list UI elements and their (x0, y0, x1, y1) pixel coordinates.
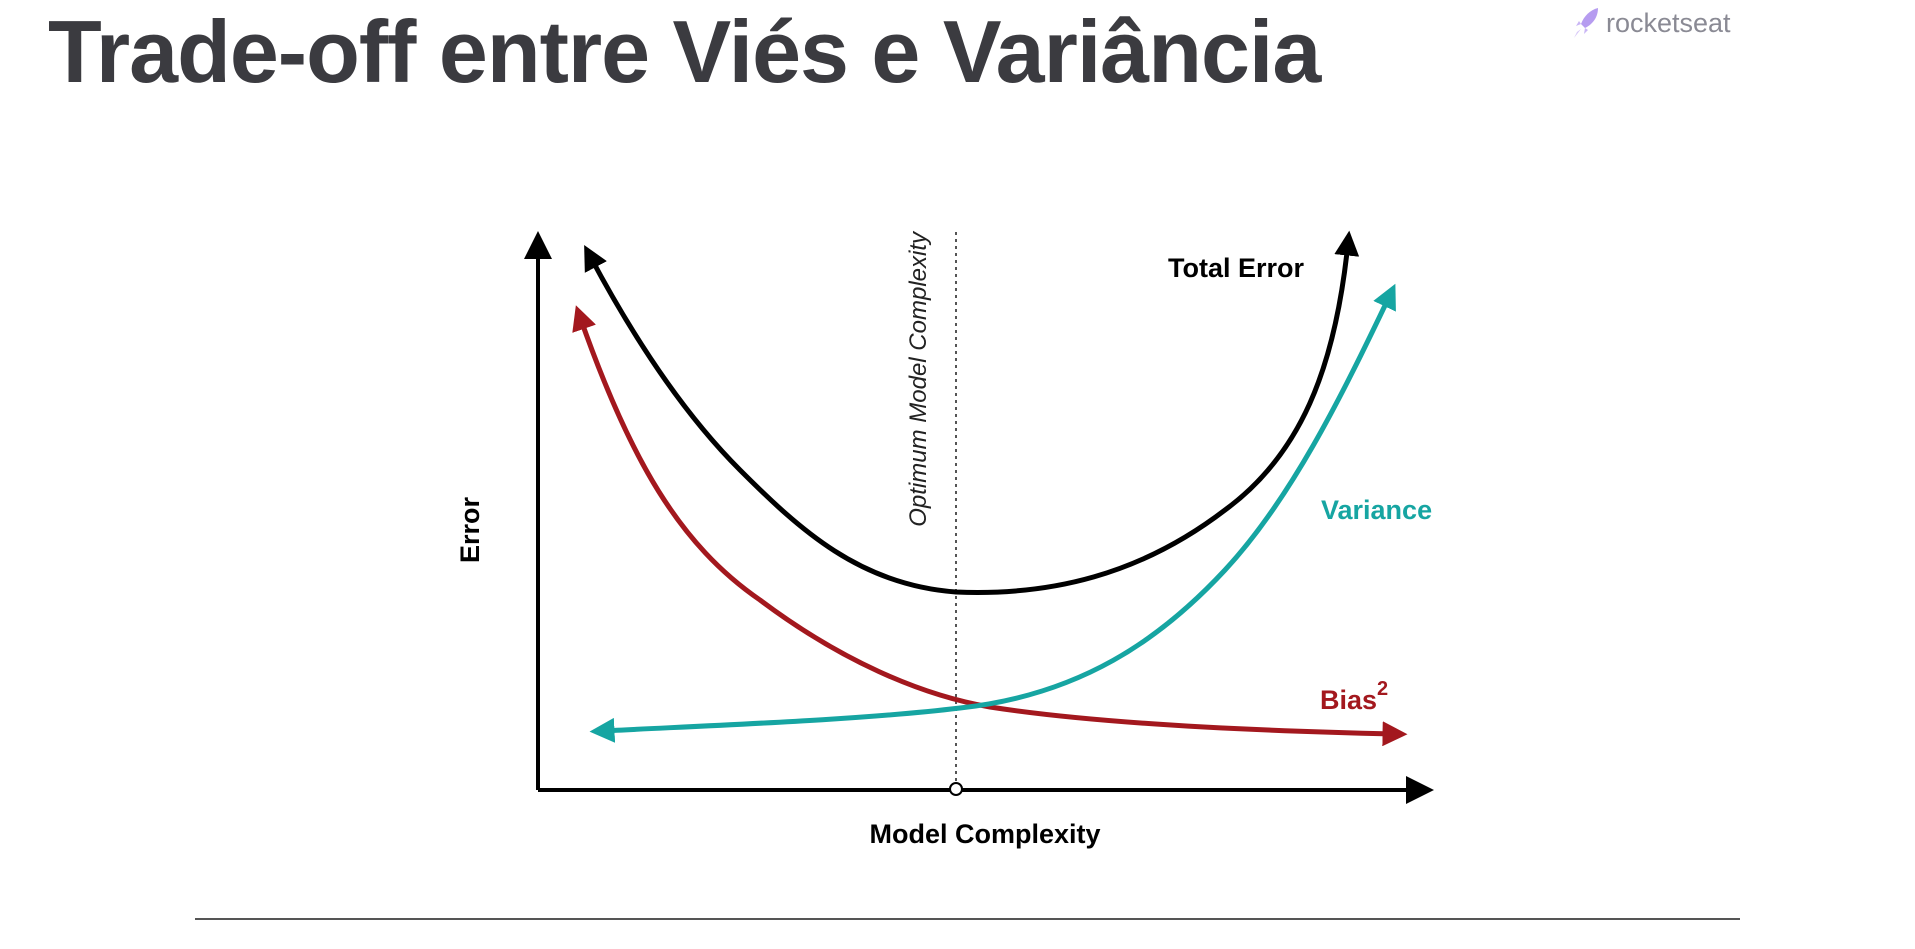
total-error-curve (584, 230, 1360, 595)
slide-title: Trade-off entre Viés e Variância (48, 2, 1321, 101)
bias-curve (572, 305, 1408, 747)
bias-label-text: Bias (1320, 685, 1377, 715)
variance-label: Variance (1321, 495, 1432, 525)
variance-curve (589, 283, 1396, 743)
footer-divider (195, 918, 1740, 920)
rocket-icon (1574, 8, 1598, 38)
optimum-marker (949, 782, 963, 796)
brand-name: rocketseat (1606, 7, 1731, 38)
x-axis-label: Model Complexity (869, 819, 1100, 849)
y-axis-label: Error (455, 496, 485, 563)
brand-logo: rocketseat (1572, 6, 1731, 40)
total-error-label: Total Error (1168, 253, 1305, 283)
bias-label: Bias2 (1320, 678, 1388, 715)
bias-label-superscript: 2 (1377, 678, 1388, 700)
optimum-label: Optimum Model Complexity (905, 230, 932, 527)
